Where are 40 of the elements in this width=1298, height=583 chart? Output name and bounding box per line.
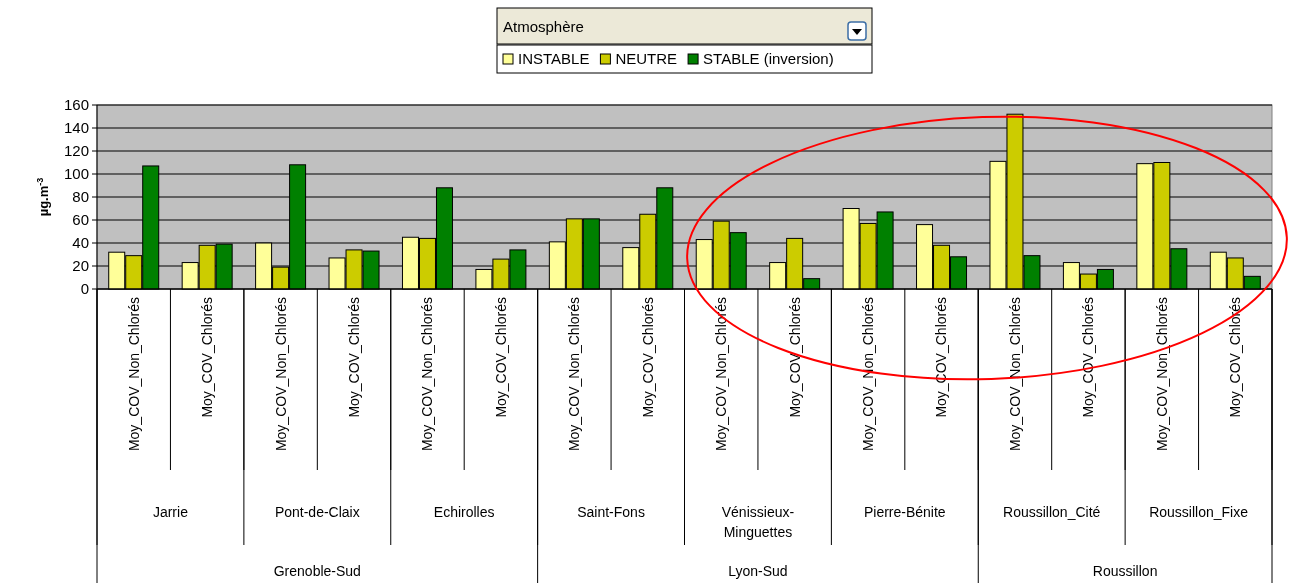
text: Saint-Fons bbox=[577, 503, 645, 520]
text: Grenoble-Sud bbox=[273, 562, 361, 579]
x-tick-label: Moy_COV_Non_Chlorés bbox=[1153, 297, 1170, 452]
legend-label: STABLE (inversion) bbox=[703, 50, 834, 68]
x-tick-label: Moy_COV_Non_Chlorés bbox=[713, 297, 730, 452]
x-tick-label: Moy_COV_Chlorés bbox=[786, 297, 803, 418]
legend-label: NEUTRE bbox=[615, 50, 678, 68]
text: Lyon-Sud bbox=[728, 562, 788, 579]
text: Jarrie bbox=[152, 503, 189, 520]
x-tick-label: Moy_COV_Non_Chlorés bbox=[419, 297, 436, 452]
y-tick-label: 80 bbox=[72, 188, 89, 206]
y-tick-label: 0 bbox=[80, 280, 89, 298]
legend-title: Atmosphère bbox=[503, 18, 584, 36]
text: Roussillon bbox=[1092, 562, 1158, 579]
text: Roussillon_Cité bbox=[1003, 503, 1101, 520]
x-tick-label: Moy_COV_Chlorés bbox=[933, 297, 950, 418]
text: Echirolles bbox=[433, 503, 495, 520]
x-tick-label: Moy_COV_Non_Chlorés bbox=[272, 297, 289, 452]
x-tick-label: Moy_COV_Chlorés bbox=[1227, 297, 1244, 418]
x-tick-label: Moy_COV_Chlorés bbox=[1080, 297, 1097, 418]
x-tick-label: Moy_COV_Chlorés bbox=[199, 297, 216, 418]
y-tick-label: 20 bbox=[72, 257, 89, 275]
x-tick-label: Moy_COV_Chlorés bbox=[639, 297, 656, 418]
y-tick-label: 40 bbox=[72, 234, 89, 252]
x-tick-label: Moy_COV_Non_Chlorés bbox=[1006, 297, 1023, 452]
x-tick-label: Moy_COV_Non_Chlorés bbox=[125, 297, 142, 452]
y-tick-label: 120 bbox=[63, 142, 89, 160]
text: Roussillon_Fixe bbox=[1149, 503, 1249, 520]
legend-label: INSTABLE bbox=[518, 50, 590, 68]
text: Vénissieux-Minguettes bbox=[721, 503, 795, 541]
text: Pont-de-Claix bbox=[274, 503, 360, 520]
y-tick-label: 140 bbox=[63, 119, 89, 137]
x-tick-label: Moy_COV_Non_Chlorés bbox=[566, 297, 583, 452]
x-tick-label: Moy_COV_Chlorés bbox=[492, 297, 509, 418]
y-tick-label: 160 bbox=[63, 96, 89, 114]
y-tick-label: 100 bbox=[63, 165, 89, 183]
x-tick-label: Moy_COV_Non_Chlorés bbox=[859, 297, 876, 452]
x-tick-label: Moy_COV_Chlorés bbox=[345, 297, 362, 418]
y-tick-label: 60 bbox=[72, 211, 89, 229]
text: Pierre-Bénite bbox=[863, 503, 946, 520]
